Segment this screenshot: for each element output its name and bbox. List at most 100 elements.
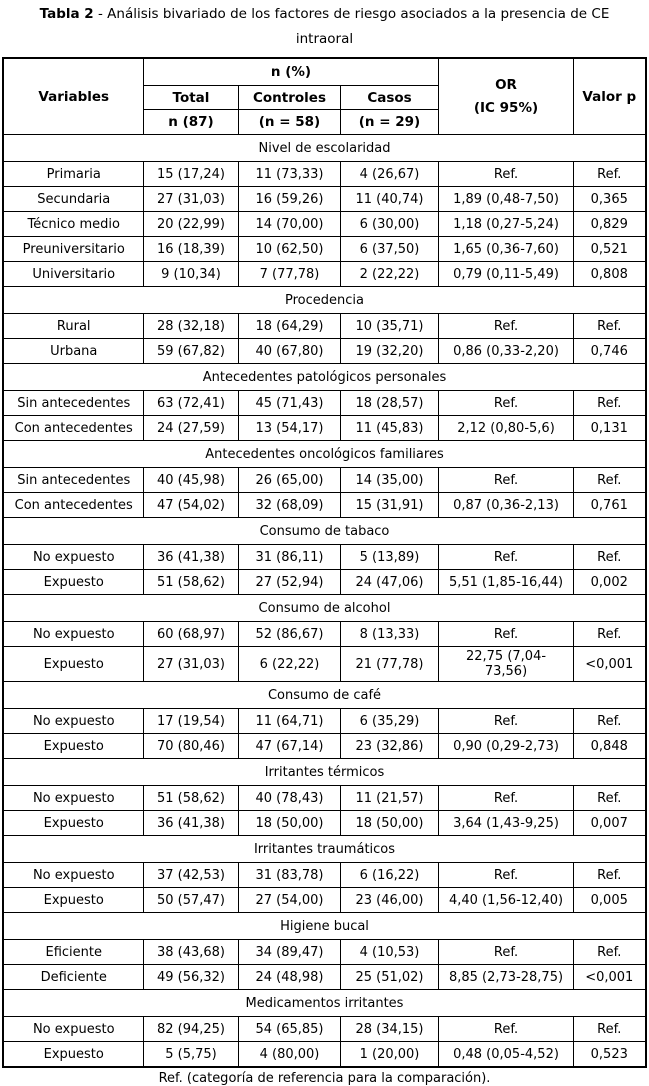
col-subheader-controles-n: (n = 58): [237, 109, 341, 136]
p-value-cell: <0,001: [573, 964, 647, 991]
p-value-cell: Ref.: [573, 621, 647, 648]
section-header-cell: Consumo de café: [2, 681, 647, 710]
section-header-row: Antecedentes patológicos personales: [2, 363, 647, 392]
casos-cell: 19 (32,20): [339, 338, 440, 365]
table-row: Con antecedentes 24 (27,59) 13 (54,17) 11 (…: [2, 415, 647, 442]
controles-cell: 6 (22,22): [237, 646, 341, 683]
p-value-cell: Ref.: [573, 785, 647, 812]
p-value-cell: Ref.: [573, 708, 647, 735]
total-cell: 40 (45,98): [142, 467, 239, 494]
casos-cell: 14 (35,00): [339, 467, 440, 494]
controles-cell: 24 (48,98): [237, 964, 341, 991]
controles-cell: 32 (68,09): [237, 492, 341, 519]
or-cell: Ref.: [438, 1016, 575, 1043]
or-cell: 8,85 (2,73-28,75): [438, 964, 575, 991]
col-header-variables: Variables: [2, 57, 144, 136]
total-cell: 24 (27,59): [142, 415, 239, 442]
total-cell: 5 (5,75): [142, 1041, 239, 1068]
casos-cell: 2 (22,22): [339, 261, 440, 288]
table-row: Expuesto 50 (57,47) 27 (54,00) 23 (46,00) 4,…: [2, 887, 647, 914]
or-cell: Ref.: [438, 390, 575, 417]
controles-cell: 47 (67,14): [237, 733, 341, 760]
total-cell: 82 (94,25): [142, 1016, 239, 1043]
casos-cell: 25 (51,02): [339, 964, 440, 991]
controles-cell: 4 (80,00): [237, 1041, 341, 1068]
variable-label-cell: Expuesto: [2, 810, 144, 837]
p-value-cell: Ref.: [573, 544, 647, 571]
table-row: Rural 28 (32,18) 18 (64,29) 10 (35,71) Ref. R…: [2, 313, 647, 340]
total-cell: 51 (58,62): [142, 569, 239, 596]
or-cell: 22,75 (7,04-73,56): [438, 646, 575, 683]
or-cell: 0,87 (0,36-2,13): [438, 492, 575, 519]
controles-cell: 16 (59,26): [237, 186, 341, 213]
section-header-cell: Antecedentes patológicos personales: [2, 363, 647, 392]
controles-cell: 13 (54,17): [237, 415, 341, 442]
total-cell: 59 (67,82): [142, 338, 239, 365]
table-row: Expuesto 36 (41,38) 18 (50,00) 18 (50,00) 3,…: [2, 810, 647, 837]
total-cell: 51 (58,62): [142, 785, 239, 812]
variable-label-cell: Deficiente: [2, 964, 144, 991]
variable-label-cell: Secundaria: [2, 186, 144, 213]
casos-cell: 18 (28,57): [339, 390, 440, 417]
p-value-cell: 0,523: [573, 1041, 647, 1068]
table-row: No expuesto 51 (58,62) 40 (78,43) 11 (21,57…: [2, 785, 647, 812]
casos-cell: 11 (40,74): [339, 186, 440, 213]
table-row: No expuesto 82 (94,25) 54 (65,85) 28 (34,15…: [2, 1016, 647, 1043]
variable-label-cell: Expuesto: [2, 733, 144, 760]
controles-cell: 26 (65,00): [237, 467, 341, 494]
table-row: Eficiente 38 (43,68) 34 (89,47) 4 (10,53) Re…: [2, 939, 647, 966]
casos-cell: 11 (45,83): [339, 415, 440, 442]
or-cell: Ref.: [438, 161, 575, 188]
p-value-cell: 0,829: [573, 211, 647, 238]
variable-label-cell: Urbana: [2, 338, 144, 365]
controles-cell: 11 (64,71): [237, 708, 341, 735]
variable-label-cell: Expuesto: [2, 1041, 144, 1068]
or-cell: Ref.: [438, 939, 575, 966]
casos-cell: 18 (50,00): [339, 810, 440, 837]
or-cell: Ref.: [438, 313, 575, 340]
total-cell: 63 (72,41): [142, 390, 239, 417]
or-cell: Ref.: [438, 544, 575, 571]
table-row: Sin antecedentes 63 (72,41) 45 (71,43) 18 (…: [2, 390, 647, 417]
casos-cell: 6 (37,50): [339, 236, 440, 263]
total-cell: 36 (41,38): [142, 544, 239, 571]
or-cell: 1,65 (0,36-7,60): [438, 236, 575, 263]
or-cell: Ref.: [438, 862, 575, 889]
controles-cell: 54 (65,85): [237, 1016, 341, 1043]
table-row: No expuesto 37 (42,53) 31 (83,78) 6 (16,22)…: [2, 862, 647, 889]
or-cell: Ref.: [438, 467, 575, 494]
p-value-cell: <0,001: [573, 646, 647, 683]
controles-cell: 11 (73,33): [237, 161, 341, 188]
bivariate-analysis-table: Variables n (%) OR (IC 95%) Valor p Tota…: [2, 56, 647, 1068]
casos-cell: 15 (31,91): [339, 492, 440, 519]
p-value-cell: 0,521: [573, 236, 647, 263]
variable-label-cell: Preuniversitario: [2, 236, 144, 263]
table-row: Preuniversitario 16 (18,39) 10 (62,50) 6 (3…: [2, 236, 647, 263]
controles-cell: 10 (62,50): [237, 236, 341, 263]
variable-label-cell: Con antecedentes: [2, 415, 144, 442]
col-header-n-pct: n (%): [142, 57, 440, 87]
casos-cell: 6 (35,29): [339, 708, 440, 735]
table-body: Nivel de escolaridad Primaria 15 (17,24) 11…: [2, 134, 647, 1068]
or-cell: 5,51 (1,85-16,44): [438, 569, 575, 596]
controles-cell: 40 (78,43): [237, 785, 341, 812]
col-header-controles: Controles: [237, 85, 341, 111]
col-header-or-line1: OR: [495, 77, 517, 94]
p-value-cell: Ref.: [573, 467, 647, 494]
total-cell: 47 (54,02): [142, 492, 239, 519]
total-cell: 15 (17,24): [142, 161, 239, 188]
p-value-cell: Ref.: [573, 390, 647, 417]
table-row: Expuesto 51 (58,62) 27 (52,94) 24 (47,06) 5,…: [2, 569, 647, 596]
table-row: Universitario 9 (10,34) 7 (77,78) 2 (22,22)…: [2, 261, 647, 288]
casos-cell: 21 (77,78): [339, 646, 440, 683]
controles-cell: 40 (67,80): [237, 338, 341, 365]
table-row: No expuesto 17 (19,54) 11 (64,71) 6 (35,29)…: [2, 708, 647, 735]
or-cell: 0,48 (0,05-4,52): [438, 1041, 575, 1068]
p-value-cell: Ref.: [573, 1016, 647, 1043]
section-header-row: Irritantes térmicos: [2, 758, 647, 787]
table-row: Primaria 15 (17,24) 11 (73,33) 4 (26,67) Ref…: [2, 161, 647, 188]
controles-cell: 7 (77,78): [237, 261, 341, 288]
table-row: Con antecedentes 47 (54,02) 32 (68,09) 15 (…: [2, 492, 647, 519]
or-cell: 3,64 (1,43-9,25): [438, 810, 575, 837]
p-value-cell: 0,848: [573, 733, 647, 760]
